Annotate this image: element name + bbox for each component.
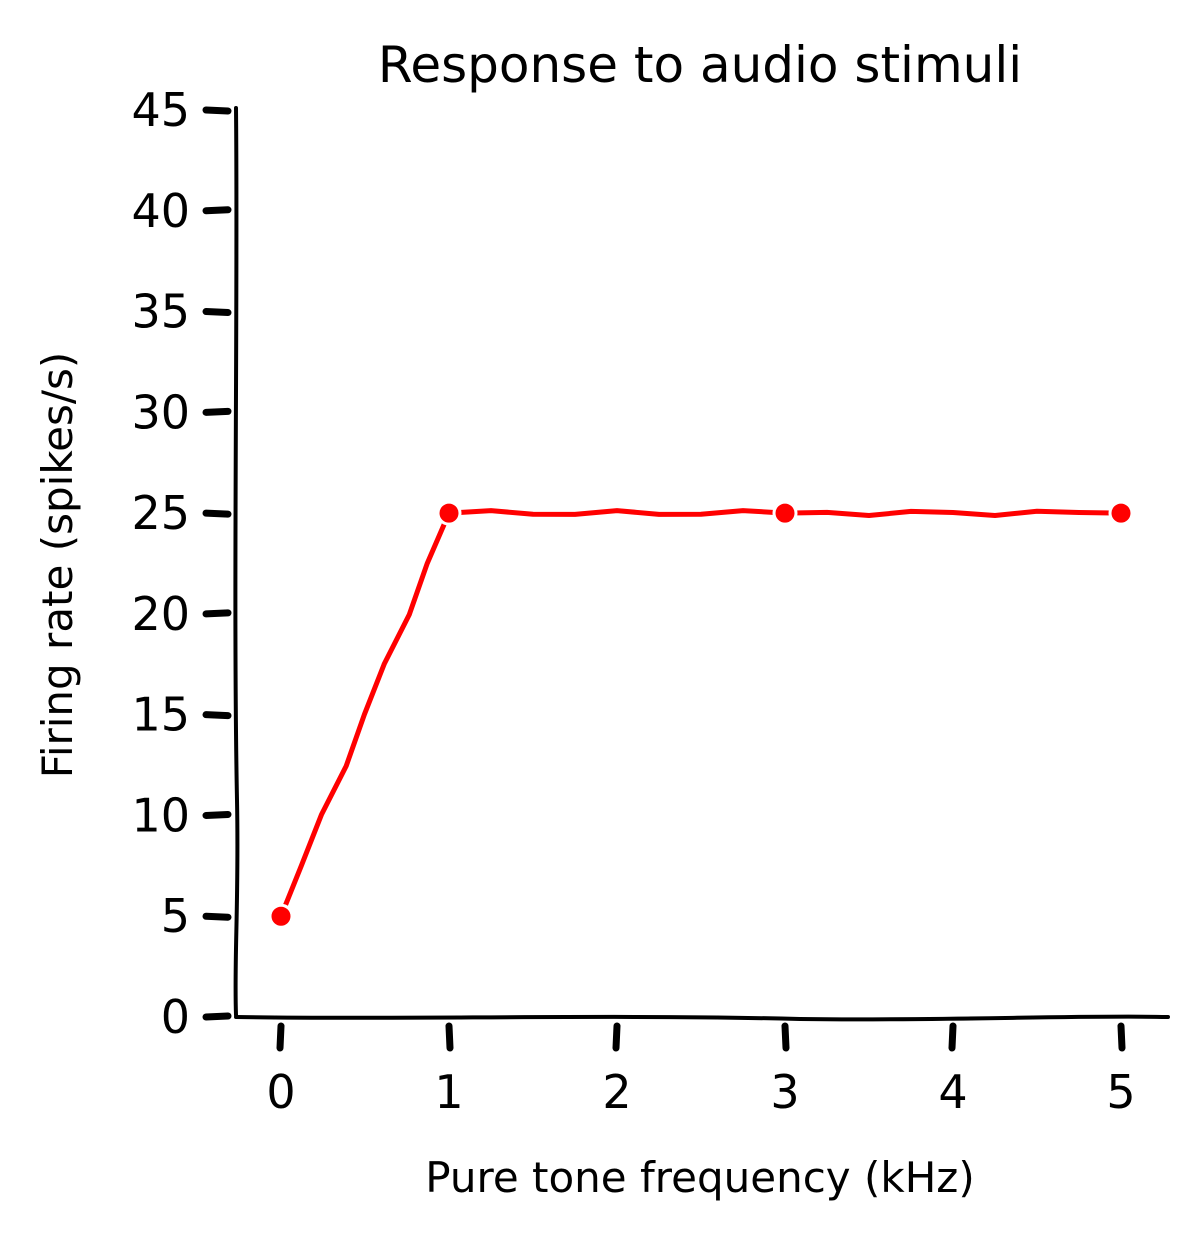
y-tick-label: 0: [161, 990, 190, 1044]
y-tick-label: 15: [131, 688, 190, 742]
x-ticks: 0 1 2 3 4 5: [266, 1022, 1136, 1119]
y-tick-mark: [202, 609, 232, 618]
y-tick-label: 45: [131, 83, 190, 137]
y-tick-mark: [202, 711, 232, 720]
y-tick-label: 30: [131, 385, 190, 439]
y-axis-line: [233, 106, 240, 1017]
y-tick-label: 35: [131, 285, 190, 339]
y-tick-label: 20: [131, 587, 190, 641]
x-tick-label: 5: [1106, 1065, 1135, 1119]
x-tick-mark: [612, 1022, 621, 1052]
x-axis-line: [234, 1014, 1170, 1022]
x-tick-label: 3: [770, 1065, 799, 1119]
y-tick-mark: [202, 206, 232, 215]
y-tick-label: 10: [131, 788, 190, 842]
series-line: [278, 508, 1124, 919]
data-point: [268, 903, 294, 929]
x-axis-label: Pure tone frequency (kHz): [425, 1153, 974, 1202]
series-layer: [268, 500, 1134, 929]
y-axis-label: Firing rate (spikes/s): [33, 352, 82, 779]
x-tick-mark: [276, 1022, 285, 1052]
data-point: [1108, 500, 1134, 526]
x-tick-mark: [781, 1022, 790, 1052]
y-tick-label: 40: [131, 184, 190, 238]
y-tick-mark: [202, 912, 232, 921]
y-tick-label: 25: [131, 486, 190, 540]
chart-title: Response to audio stimuli: [378, 36, 1022, 94]
data-point: [772, 500, 798, 526]
series-line-halo: [275, 505, 1127, 922]
x-tick-label: 2: [602, 1065, 631, 1119]
y-ticks: 0 5 10 15 20 25 30 35 40 45: [131, 83, 232, 1044]
y-tick-label: 5: [161, 889, 190, 943]
x-tick-mark: [445, 1022, 454, 1052]
x-tick-label: 1: [434, 1065, 463, 1119]
data-point: [436, 500, 462, 526]
x-tick-mark: [1117, 1022, 1126, 1052]
x-tick-label: 0: [266, 1065, 295, 1119]
x-tick-mark: [948, 1022, 957, 1052]
y-tick-mark: [202, 810, 232, 819]
y-tick-mark: [202, 106, 232, 115]
y-tick-mark: [202, 509, 232, 518]
y-tick-mark: [202, 407, 232, 416]
y-tick-mark: [202, 1012, 232, 1021]
x-tick-label: 4: [938, 1065, 967, 1119]
y-tick-mark: [202, 308, 232, 317]
